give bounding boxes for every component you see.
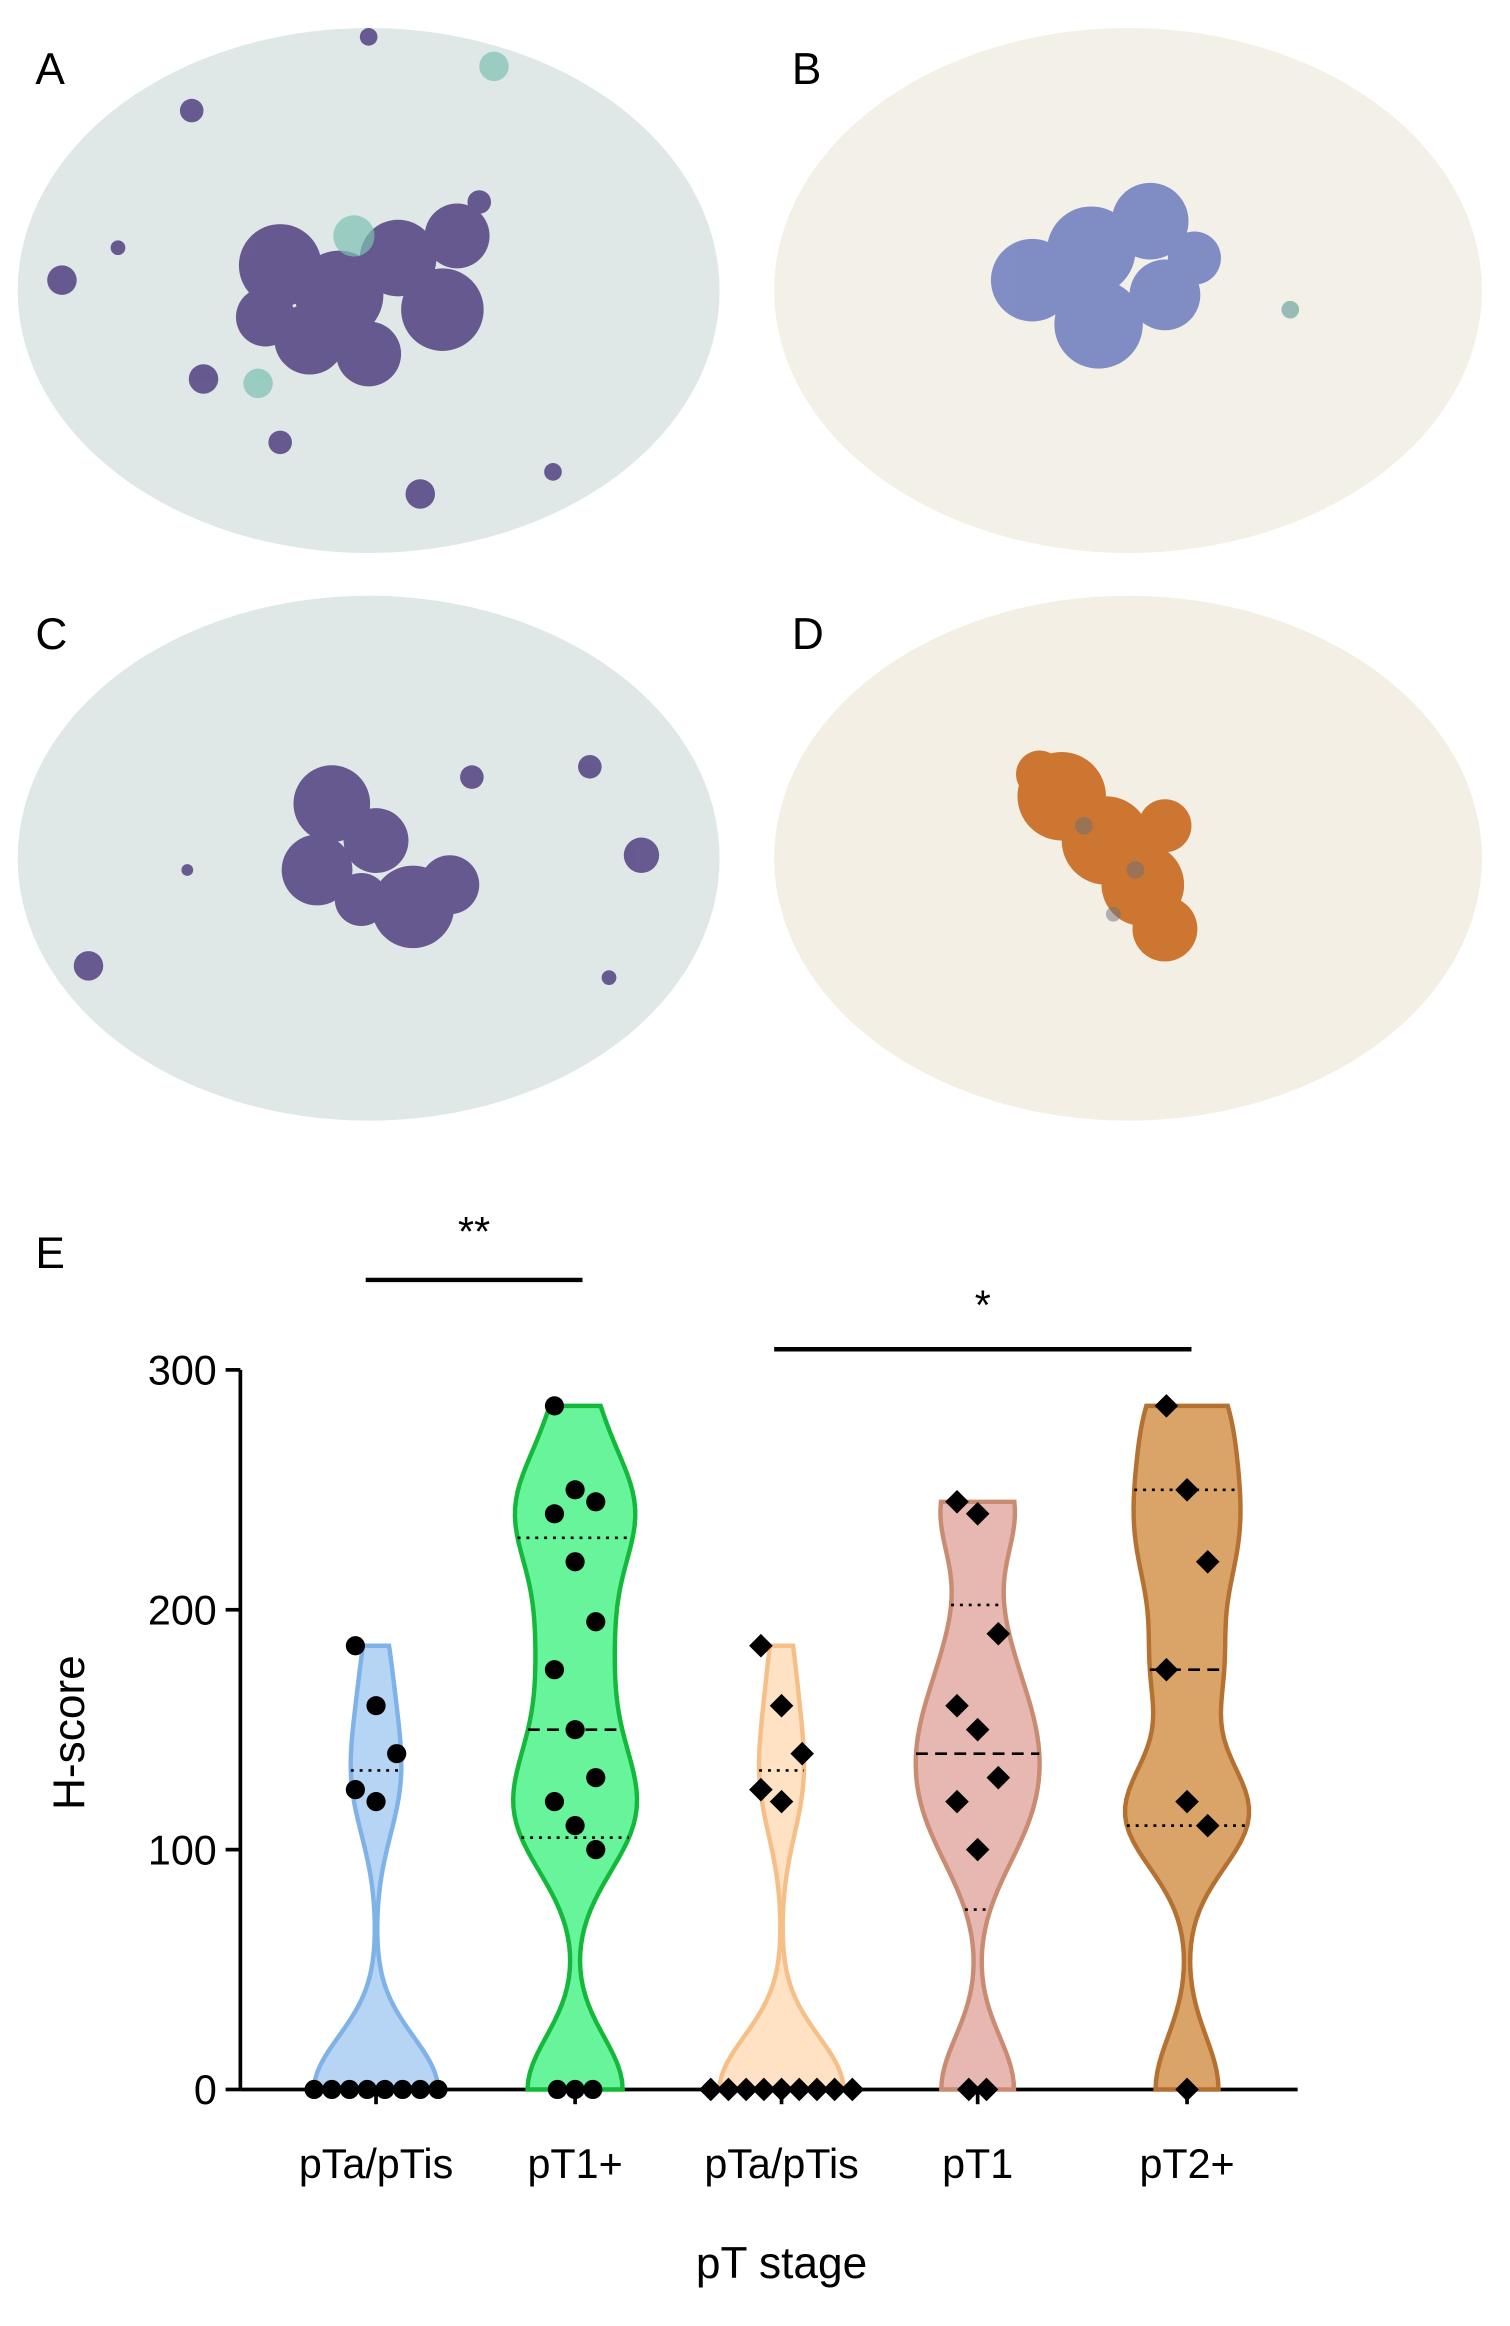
data-point	[586, 1768, 606, 1788]
x-tick-label: pT1	[942, 2141, 1013, 2187]
data-point	[965, 1502, 990, 1526]
data-point	[366, 1792, 386, 1812]
data-point	[345, 1780, 365, 1800]
data-point	[428, 2079, 448, 2100]
data-point	[544, 1396, 565, 1416]
panel-label: A	[35, 45, 65, 94]
data-point	[565, 1552, 585, 1572]
data-point	[965, 1837, 990, 1862]
y-tick-label: 200	[148, 1587, 217, 1633]
x-tick-label: pT1+	[527, 2141, 622, 2187]
data-point	[945, 1789, 969, 1814]
violin	[510, 1403, 640, 2092]
data-point	[1154, 1657, 1179, 1682]
data-point	[965, 1717, 990, 1742]
data-point	[345, 1636, 365, 1656]
data-point	[986, 1621, 1011, 1646]
data-point	[565, 1816, 585, 1836]
data-point	[790, 1741, 814, 1766]
x-tick-label: pT2+	[1139, 2141, 1234, 2187]
data-point	[749, 1633, 773, 1658]
data-point	[945, 1693, 969, 1718]
significance-label: **	[458, 1209, 490, 1255]
data-point	[392, 2079, 413, 2100]
data-point	[749, 1777, 773, 1802]
data-point	[357, 2079, 377, 2100]
data-point	[544, 1504, 565, 1524]
data-point	[769, 1693, 794, 1718]
data-point	[544, 1792, 565, 1812]
micrograph-b	[774, 28, 1482, 553]
violin	[913, 1499, 1042, 2092]
micrograph-d	[774, 595, 1482, 1121]
data-point	[565, 1720, 585, 1740]
data-point	[586, 1492, 606, 1512]
y-tick-label: 100	[148, 1827, 217, 1873]
data-point	[586, 1612, 606, 1632]
data-point	[366, 1696, 386, 1716]
data-point	[322, 2079, 342, 2100]
y-axis-label: H-score	[45, 1655, 94, 1810]
y-tick-label: 0	[194, 2067, 217, 2113]
y-tick-label: 300	[148, 1348, 217, 1394]
data-point	[769, 1789, 794, 1814]
data-point	[544, 1660, 565, 1680]
panel-label: B	[792, 45, 822, 94]
data-point	[547, 2079, 567, 2100]
panel-label: C	[35, 610, 67, 659]
data-point	[304, 2079, 324, 2100]
panel-label: D	[792, 610, 824, 659]
data-point	[339, 2079, 360, 2100]
violin	[1122, 1403, 1252, 2092]
data-point	[565, 2079, 585, 2100]
x-tick-label: pTa/pTis	[299, 2141, 453, 2187]
panel-label: E	[35, 1229, 64, 1278]
x-axis-label: pT stage	[696, 2239, 867, 2288]
data-point	[410, 2079, 430, 2100]
data-point	[986, 1765, 1011, 1790]
data-point	[1175, 1789, 1199, 1814]
data-point	[387, 1744, 407, 1764]
data-point	[945, 1490, 969, 1514]
data-point	[375, 2079, 395, 2100]
data-point	[1195, 1549, 1220, 1574]
data-point	[1175, 1478, 1199, 1502]
x-tick-label: pTa/pTis	[704, 2141, 858, 2187]
data-point	[583, 2079, 603, 2100]
data-point	[586, 1840, 606, 1860]
significance-label: *	[975, 1283, 991, 1329]
data-point	[1195, 1813, 1220, 1838]
data-point	[565, 1480, 585, 1500]
micrograph-c	[17, 595, 720, 1121]
data-point	[1154, 1394, 1179, 1418]
micrograph-a	[17, 28, 720, 553]
